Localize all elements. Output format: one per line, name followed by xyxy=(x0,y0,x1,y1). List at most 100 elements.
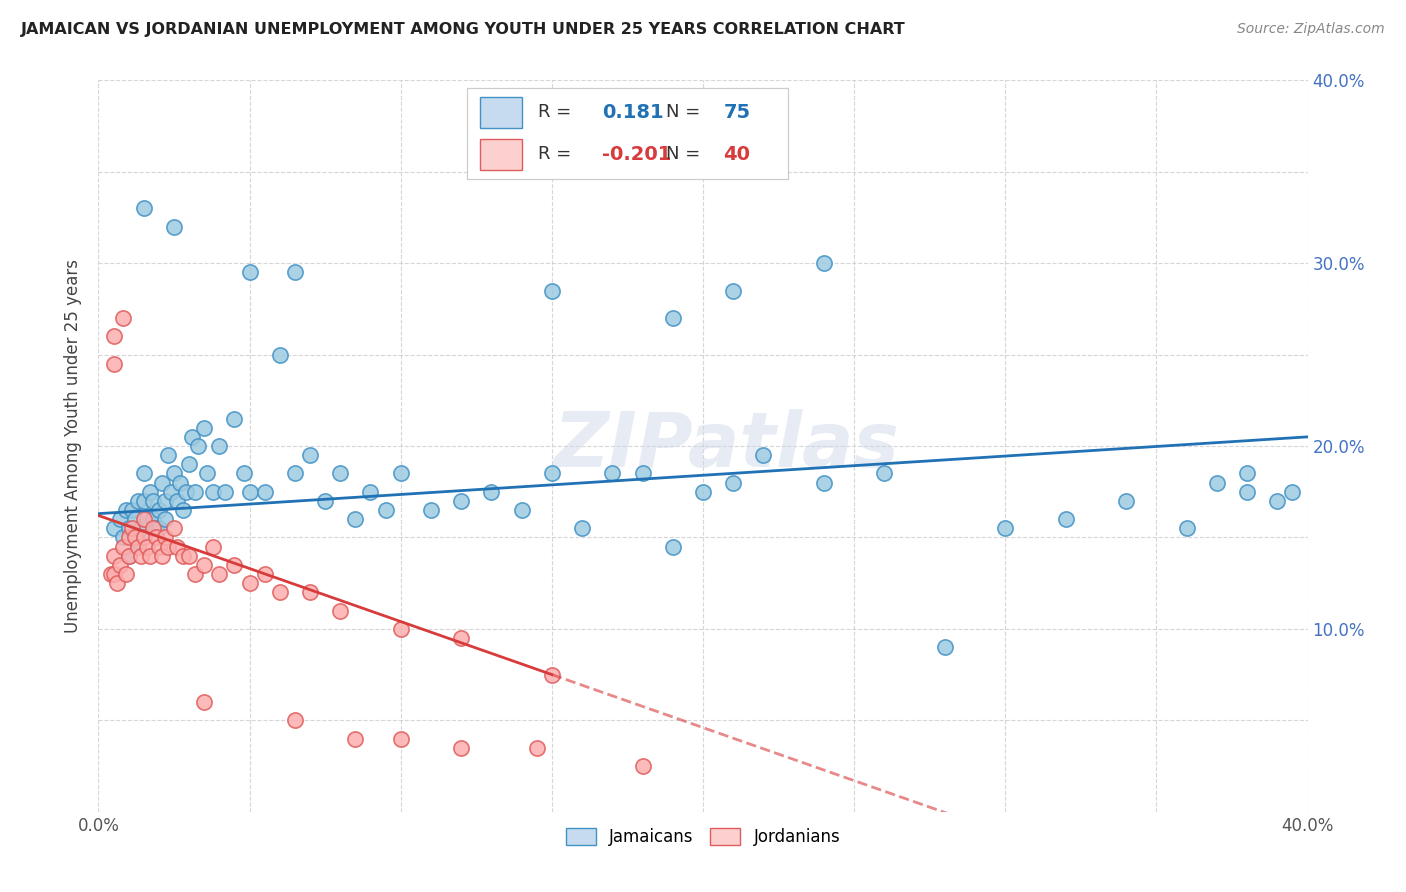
Point xyxy=(195,467,218,481)
Point xyxy=(723,284,745,298)
Point xyxy=(103,549,125,563)
Point xyxy=(299,448,322,462)
Point xyxy=(193,695,215,709)
Point xyxy=(127,534,149,549)
Point xyxy=(142,494,165,508)
Point xyxy=(135,512,157,526)
Point xyxy=(299,585,322,599)
Point xyxy=(389,467,412,481)
Point xyxy=(153,512,176,526)
Point xyxy=(329,603,352,617)
Point xyxy=(284,467,307,481)
Point xyxy=(118,530,141,544)
Point xyxy=(179,457,201,471)
Point xyxy=(510,503,533,517)
Point xyxy=(1115,494,1137,508)
Point xyxy=(139,484,162,499)
Point xyxy=(142,521,165,535)
Point xyxy=(813,475,835,490)
Point xyxy=(873,467,896,481)
Point xyxy=(105,576,128,591)
Point xyxy=(374,503,396,517)
Point xyxy=(118,549,141,563)
Point xyxy=(184,567,207,582)
Point xyxy=(156,448,179,462)
Point xyxy=(526,740,548,755)
Point xyxy=(239,484,262,499)
Point xyxy=(193,558,215,572)
Point xyxy=(124,530,146,544)
Point xyxy=(253,484,276,499)
Point xyxy=(389,731,412,746)
Point xyxy=(145,521,167,535)
Point xyxy=(132,512,155,526)
Point xyxy=(124,512,146,526)
Point xyxy=(994,521,1017,535)
Point xyxy=(148,540,170,554)
Point xyxy=(132,494,155,508)
Point xyxy=(344,731,367,746)
Point xyxy=(208,439,231,453)
Point xyxy=(214,484,236,499)
Point xyxy=(181,430,204,444)
Point xyxy=(450,494,472,508)
Point xyxy=(1054,512,1077,526)
Point xyxy=(723,475,745,490)
Point xyxy=(121,521,143,535)
Point xyxy=(103,357,125,371)
Point xyxy=(253,567,276,582)
Point xyxy=(661,540,683,554)
Point xyxy=(179,549,201,563)
Point xyxy=(420,503,443,517)
Point xyxy=(360,484,382,499)
Point xyxy=(103,521,125,535)
Point xyxy=(239,576,262,591)
Point xyxy=(150,475,173,490)
Point xyxy=(389,622,412,636)
Point xyxy=(631,759,654,773)
Point xyxy=(111,310,134,325)
Text: ZIPatlas: ZIPatlas xyxy=(554,409,900,483)
Point xyxy=(813,256,835,270)
Point xyxy=(934,640,956,655)
Point xyxy=(602,467,624,481)
Point xyxy=(174,484,197,499)
Point xyxy=(232,467,254,481)
Point xyxy=(111,530,134,544)
Point xyxy=(163,521,186,535)
Point xyxy=(132,467,155,481)
Point xyxy=(239,265,262,279)
Point xyxy=(150,549,173,563)
Point xyxy=(114,567,136,582)
Point xyxy=(169,475,191,490)
Point xyxy=(103,567,125,582)
Point xyxy=(202,540,225,554)
Point xyxy=(166,494,188,508)
Point xyxy=(631,467,654,481)
Point xyxy=(314,494,336,508)
Point xyxy=(202,484,225,499)
Point xyxy=(193,421,215,435)
Point xyxy=(752,448,775,462)
Point xyxy=(153,530,176,544)
Point xyxy=(284,265,307,279)
Point xyxy=(571,521,593,535)
Point xyxy=(139,549,162,563)
Point xyxy=(208,567,231,582)
Point xyxy=(118,521,141,535)
Point xyxy=(148,521,170,535)
Point xyxy=(692,484,714,499)
Point xyxy=(172,549,194,563)
Point xyxy=(172,503,194,517)
Point xyxy=(166,540,188,554)
Point xyxy=(148,503,170,517)
Point xyxy=(540,467,562,481)
Point xyxy=(269,347,291,362)
Point xyxy=(540,284,562,298)
Point xyxy=(187,439,209,453)
Text: Source: ZipAtlas.com: Source: ZipAtlas.com xyxy=(1237,22,1385,37)
Point xyxy=(114,503,136,517)
Point xyxy=(481,484,503,499)
Point xyxy=(108,512,131,526)
Point xyxy=(127,494,149,508)
